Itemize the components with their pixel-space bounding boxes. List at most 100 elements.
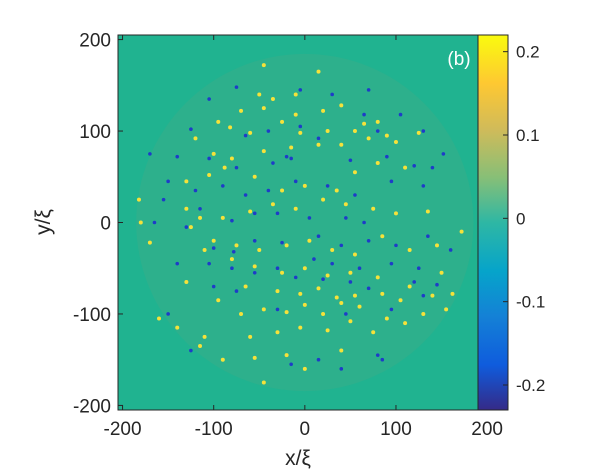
- vortex-negative: [316, 136, 321, 141]
- vortex-positive: [434, 243, 439, 248]
- vortex-positive: [229, 156, 234, 161]
- vortex-positive: [147, 240, 152, 245]
- vortex-positive: [307, 238, 312, 243]
- vortex-positive: [280, 119, 285, 124]
- vortex-positive: [371, 330, 376, 335]
- vortex-negative: [448, 248, 453, 252]
- colorbar-tick-label: 0.2: [516, 43, 540, 62]
- vortex-negative: [230, 218, 234, 223]
- vortex-positive: [270, 202, 275, 207]
- vortex-positive: [261, 307, 266, 312]
- vortex-positive: [298, 291, 303, 296]
- panel-label: (b): [447, 49, 470, 70]
- vortex-negative: [348, 158, 353, 163]
- vortex-positive: [252, 174, 257, 179]
- vortex-positive: [275, 330, 280, 335]
- vortex-negative: [298, 88, 303, 92]
- vortex-positive: [248, 209, 253, 214]
- vortex-negative: [175, 154, 180, 159]
- vortex-negative: [421, 293, 426, 298]
- vortex-positive: [321, 197, 326, 202]
- vortex-positive: [298, 130, 303, 135]
- vortex-positive: [425, 209, 430, 214]
- vortex-negative: [207, 97, 211, 101]
- vortex-negative: [357, 266, 362, 271]
- vortex-positive: [393, 140, 398, 145]
- x-axis-label: x/ξ: [285, 447, 311, 470]
- vortex-positive: [430, 293, 435, 298]
- vortex-negative: [298, 124, 303, 129]
- vortex-negative: [394, 243, 398, 248]
- vortex-positive: [375, 161, 380, 166]
- vortex-negative: [166, 312, 170, 316]
- vortex-positive: [339, 103, 344, 108]
- vortex-positive: [198, 215, 203, 220]
- vortex-positive: [302, 266, 307, 271]
- colorbar-tick-label: 0: [516, 209, 525, 228]
- vortex-positive: [193, 136, 198, 141]
- vortex-positive: [216, 119, 221, 124]
- vortex-positive: [334, 295, 339, 300]
- vortex-negative: [243, 193, 248, 197]
- vortex-negative: [161, 197, 166, 202]
- vortex-positive: [384, 133, 389, 138]
- y-axis-label: y/ξ: [32, 209, 55, 235]
- y-tick-label: 200: [79, 31, 111, 52]
- vortex-positive: [202, 334, 207, 339]
- vortex-positive: [284, 353, 289, 358]
- vortex-negative: [389, 179, 394, 184]
- vortex-positive: [239, 311, 244, 316]
- vortex-positive: [157, 316, 162, 321]
- vortex-negative: [330, 92, 334, 97]
- vortex-negative: [252, 238, 257, 243]
- vortex-negative: [344, 216, 348, 220]
- vortex-negative: [362, 220, 366, 225]
- vortex-positive: [302, 366, 307, 371]
- vortex-negative: [189, 348, 193, 353]
- vortex-negative: [211, 246, 216, 250]
- vortex-positive: [207, 172, 212, 177]
- vortex-negative: [316, 234, 321, 239]
- vortex-positive: [188, 225, 193, 230]
- vortex-negative: [339, 243, 344, 248]
- vortex-positive: [325, 273, 330, 278]
- y-tick-label: 0: [100, 214, 111, 235]
- vortex-positive: [293, 92, 298, 97]
- vortex-positive: [257, 247, 262, 252]
- vortex-negative: [426, 234, 430, 239]
- vortex-positive: [450, 291, 455, 296]
- vortex-negative: [166, 179, 170, 184]
- colorbar-ticks: 0.2 0.1 0 -0.1 -0.2: [503, 43, 545, 395]
- vortex-negative: [231, 249, 236, 254]
- x-tick-label: -100: [195, 419, 233, 440]
- vortex-negative: [275, 211, 280, 216]
- vortex-positive: [316, 142, 321, 147]
- vortex-negative: [307, 216, 312, 220]
- vortex-positive: [330, 247, 335, 252]
- vortex-positive: [375, 119, 380, 124]
- colorbar-tick-label: -0.1: [516, 293, 545, 312]
- condensate-disk: [136, 53, 474, 392]
- vortex-negative: [321, 277, 325, 282]
- vortex-negative: [330, 261, 334, 266]
- vortex-positive: [380, 234, 385, 239]
- vortex-positive: [407, 247, 412, 252]
- vortex-positive: [348, 270, 353, 275]
- vortex-positive: [403, 165, 408, 170]
- vortex-positive: [398, 298, 403, 303]
- vortex-negative: [148, 152, 152, 156]
- vortex-positive: [261, 380, 266, 385]
- vortex-positive: [325, 129, 330, 134]
- vortex-positive: [366, 136, 371, 141]
- y-tick-label: -200: [73, 396, 111, 417]
- vortex-positive: [334, 188, 339, 193]
- vortex-negative: [184, 225, 189, 229]
- vortex-positive: [211, 151, 216, 156]
- vortex-positive: [393, 211, 398, 216]
- vortex-positive: [184, 279, 189, 284]
- vortex-negative: [266, 188, 271, 193]
- vortex-negative: [353, 193, 357, 197]
- vortex-positive: [270, 97, 275, 102]
- vortex-positive: [321, 108, 326, 113]
